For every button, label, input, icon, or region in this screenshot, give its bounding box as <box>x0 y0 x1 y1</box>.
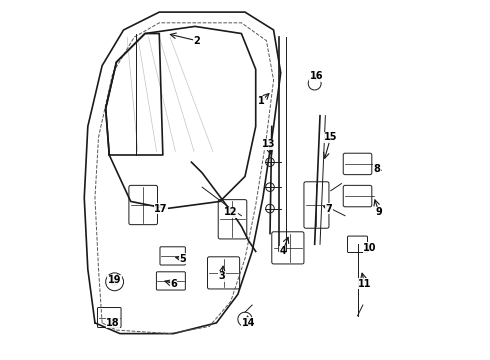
Text: 10: 10 <box>363 243 377 253</box>
FancyBboxPatch shape <box>304 182 329 228</box>
FancyBboxPatch shape <box>218 200 247 239</box>
FancyBboxPatch shape <box>343 153 372 175</box>
Text: 9: 9 <box>375 207 382 217</box>
FancyBboxPatch shape <box>160 247 185 265</box>
Text: 13: 13 <box>262 139 275 149</box>
FancyBboxPatch shape <box>272 232 304 264</box>
FancyBboxPatch shape <box>343 185 372 207</box>
Text: 8: 8 <box>374 164 381 174</box>
Text: 6: 6 <box>170 279 177 289</box>
Circle shape <box>308 77 321 90</box>
Text: 7: 7 <box>325 203 332 213</box>
Circle shape <box>111 278 118 285</box>
Text: 15: 15 <box>324 132 338 142</box>
Text: 17: 17 <box>154 203 168 213</box>
FancyBboxPatch shape <box>347 236 368 252</box>
Text: 14: 14 <box>242 318 255 328</box>
Text: 1: 1 <box>258 96 265 107</box>
Text: 2: 2 <box>194 36 200 46</box>
FancyBboxPatch shape <box>156 272 185 290</box>
Text: 3: 3 <box>219 271 225 282</box>
Text: 4: 4 <box>279 247 286 256</box>
Text: 16: 16 <box>310 71 323 81</box>
FancyBboxPatch shape <box>98 307 121 328</box>
Text: 5: 5 <box>179 253 186 264</box>
Text: 18: 18 <box>106 318 120 328</box>
Text: 19: 19 <box>108 275 122 285</box>
FancyBboxPatch shape <box>207 257 240 289</box>
FancyBboxPatch shape <box>129 185 157 225</box>
Text: 11: 11 <box>358 279 371 289</box>
Text: 12: 12 <box>224 207 238 217</box>
Circle shape <box>106 273 123 291</box>
